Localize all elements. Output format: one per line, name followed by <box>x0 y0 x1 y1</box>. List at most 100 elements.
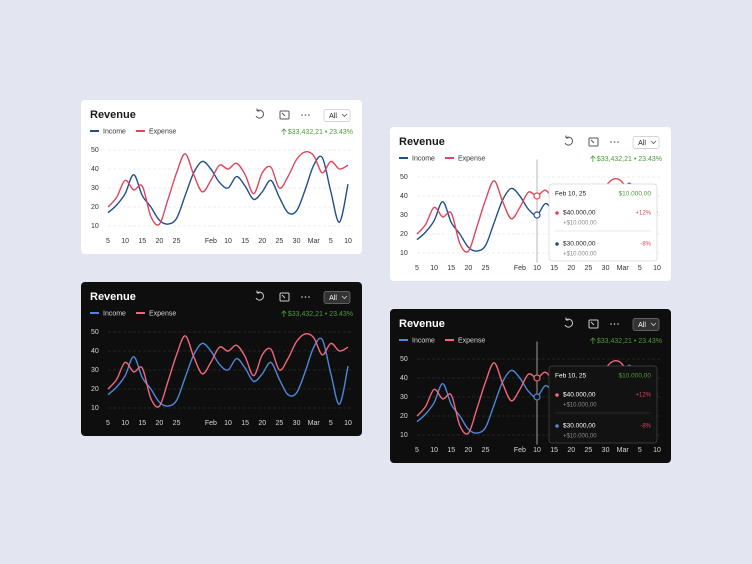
icon-dot <box>301 296 303 298</box>
icon-dot <box>301 114 303 116</box>
fullscreen-icon[interactable] <box>588 137 599 147</box>
tooltip-change: +12% <box>635 211 651 217</box>
x-tick-label: 10 <box>533 265 541 272</box>
x-tick-label: 15 <box>550 265 558 272</box>
icon-shape <box>281 294 286 299</box>
icon-shape <box>590 321 595 326</box>
y-tick-label: 50 <box>400 174 408 181</box>
change-arrow <box>281 310 287 317</box>
tooltip-dot <box>555 424 559 428</box>
x-tick-label: 25 <box>482 265 490 272</box>
x-tick-label: 20 <box>258 238 266 245</box>
icon-shape <box>588 319 599 329</box>
x-tick-label: 20 <box>258 420 266 427</box>
x-tick-label: 10 <box>653 265 661 272</box>
x-tick-label: 15 <box>550 447 558 454</box>
card-background <box>81 282 362 436</box>
y-tick-label: 40 <box>400 375 408 382</box>
legend-label: Income <box>412 155 435 162</box>
tooltip-change: -8% <box>640 424 651 430</box>
revenue-card: Revenue All Income Expense $33,432,21 • 23.4… <box>390 309 671 463</box>
tooltip-value: $30.000,00 <box>563 241 596 248</box>
icon-dot <box>308 296 310 298</box>
x-tick-label: 30 <box>602 265 610 272</box>
dropdown-chevron <box>650 140 657 145</box>
refresh-icon[interactable] <box>564 317 573 328</box>
x-tick-label: 10 <box>653 447 661 454</box>
change-value: $33,432,21 • 23.43% <box>288 311 353 318</box>
x-tick-label: 20 <box>465 265 473 272</box>
x-tick-label: 10 <box>533 447 541 454</box>
y-tick-label: 50 <box>91 147 99 154</box>
icon-shape <box>255 290 264 301</box>
x-tick-label: 20 <box>567 447 575 454</box>
icon-shape <box>588 137 599 147</box>
x-tick-label: 15 <box>241 420 249 427</box>
x-tick-label: 5 <box>638 447 642 454</box>
more-icon[interactable] <box>610 141 619 143</box>
icon-dot <box>613 323 616 325</box>
icon-shape <box>564 135 573 146</box>
change-arrow <box>590 155 596 162</box>
y-tick-label: 30 <box>91 185 99 192</box>
tooltip-change: +12% <box>635 393 651 399</box>
series-line <box>107 155 349 225</box>
refresh-icon[interactable] <box>564 135 573 146</box>
x-tick-label: 15 <box>241 238 249 245</box>
fullscreen-icon[interactable] <box>279 110 290 120</box>
y-tick-label: 10 <box>91 223 99 230</box>
change-value: $33,432,21 • 23.43% <box>288 129 353 136</box>
x-tick-label: 25 <box>276 238 284 245</box>
more-icon[interactable] <box>610 323 619 325</box>
refresh-icon[interactable] <box>255 290 264 301</box>
change-arrow <box>590 337 596 344</box>
x-tick-label: 25 <box>482 447 490 454</box>
filter-dropdown[interactable] <box>632 318 660 331</box>
y-tick-label: 40 <box>91 166 99 173</box>
x-tick-label: Feb <box>514 447 526 454</box>
more-icon[interactable] <box>301 114 310 116</box>
x-tick-label: 5 <box>106 238 110 245</box>
series-line <box>107 337 349 407</box>
fullscreen-icon[interactable] <box>279 292 290 302</box>
series-line <box>107 333 349 408</box>
icon-dot <box>304 114 307 116</box>
x-tick-label: Feb <box>205 238 217 245</box>
more-icon[interactable] <box>301 296 310 298</box>
x-tick-label: 30 <box>293 420 301 427</box>
filter-label: All <box>638 322 646 329</box>
x-tick-label: Mar <box>308 238 321 245</box>
x-tick-label: 20 <box>156 238 164 245</box>
fullscreen-icon[interactable] <box>588 319 599 329</box>
icon-shape <box>255 108 264 119</box>
y-tick-label: 30 <box>400 394 408 401</box>
y-tick-label: 40 <box>400 193 408 200</box>
legend-label: Income <box>412 337 435 344</box>
revenue-card: Revenue All Income Expense $33,432,21 • 23.4… <box>81 100 362 254</box>
x-tick-label: 20 <box>156 420 164 427</box>
filter-dropdown[interactable] <box>632 136 660 149</box>
card-title: Revenue <box>90 109 136 121</box>
x-tick-label: 30 <box>602 447 610 454</box>
refresh-icon[interactable] <box>255 108 264 119</box>
x-tick-label: 10 <box>430 447 438 454</box>
tooltip-value: $40.000,00 <box>563 210 596 217</box>
icon-shape <box>281 112 286 117</box>
tooltip-total: $10.000,00 <box>618 373 651 380</box>
y-tick-label: 50 <box>91 329 99 336</box>
y-tick-label: 10 <box>400 250 408 257</box>
filter-dropdown[interactable] <box>323 109 351 122</box>
card-title: Revenue <box>90 291 136 303</box>
filter-dropdown[interactable] <box>323 291 351 304</box>
x-tick-label: 10 <box>430 265 438 272</box>
x-tick-label: 15 <box>138 420 146 427</box>
x-tick-label: 20 <box>567 265 575 272</box>
series-line <box>107 151 349 226</box>
x-tick-label: 5 <box>415 447 419 454</box>
y-tick-label: 20 <box>400 231 408 238</box>
icon-shape <box>564 317 573 328</box>
icon-dot <box>308 114 310 116</box>
filter-label: All <box>329 113 337 120</box>
tooltip-total: $10.000,00 <box>618 191 651 198</box>
